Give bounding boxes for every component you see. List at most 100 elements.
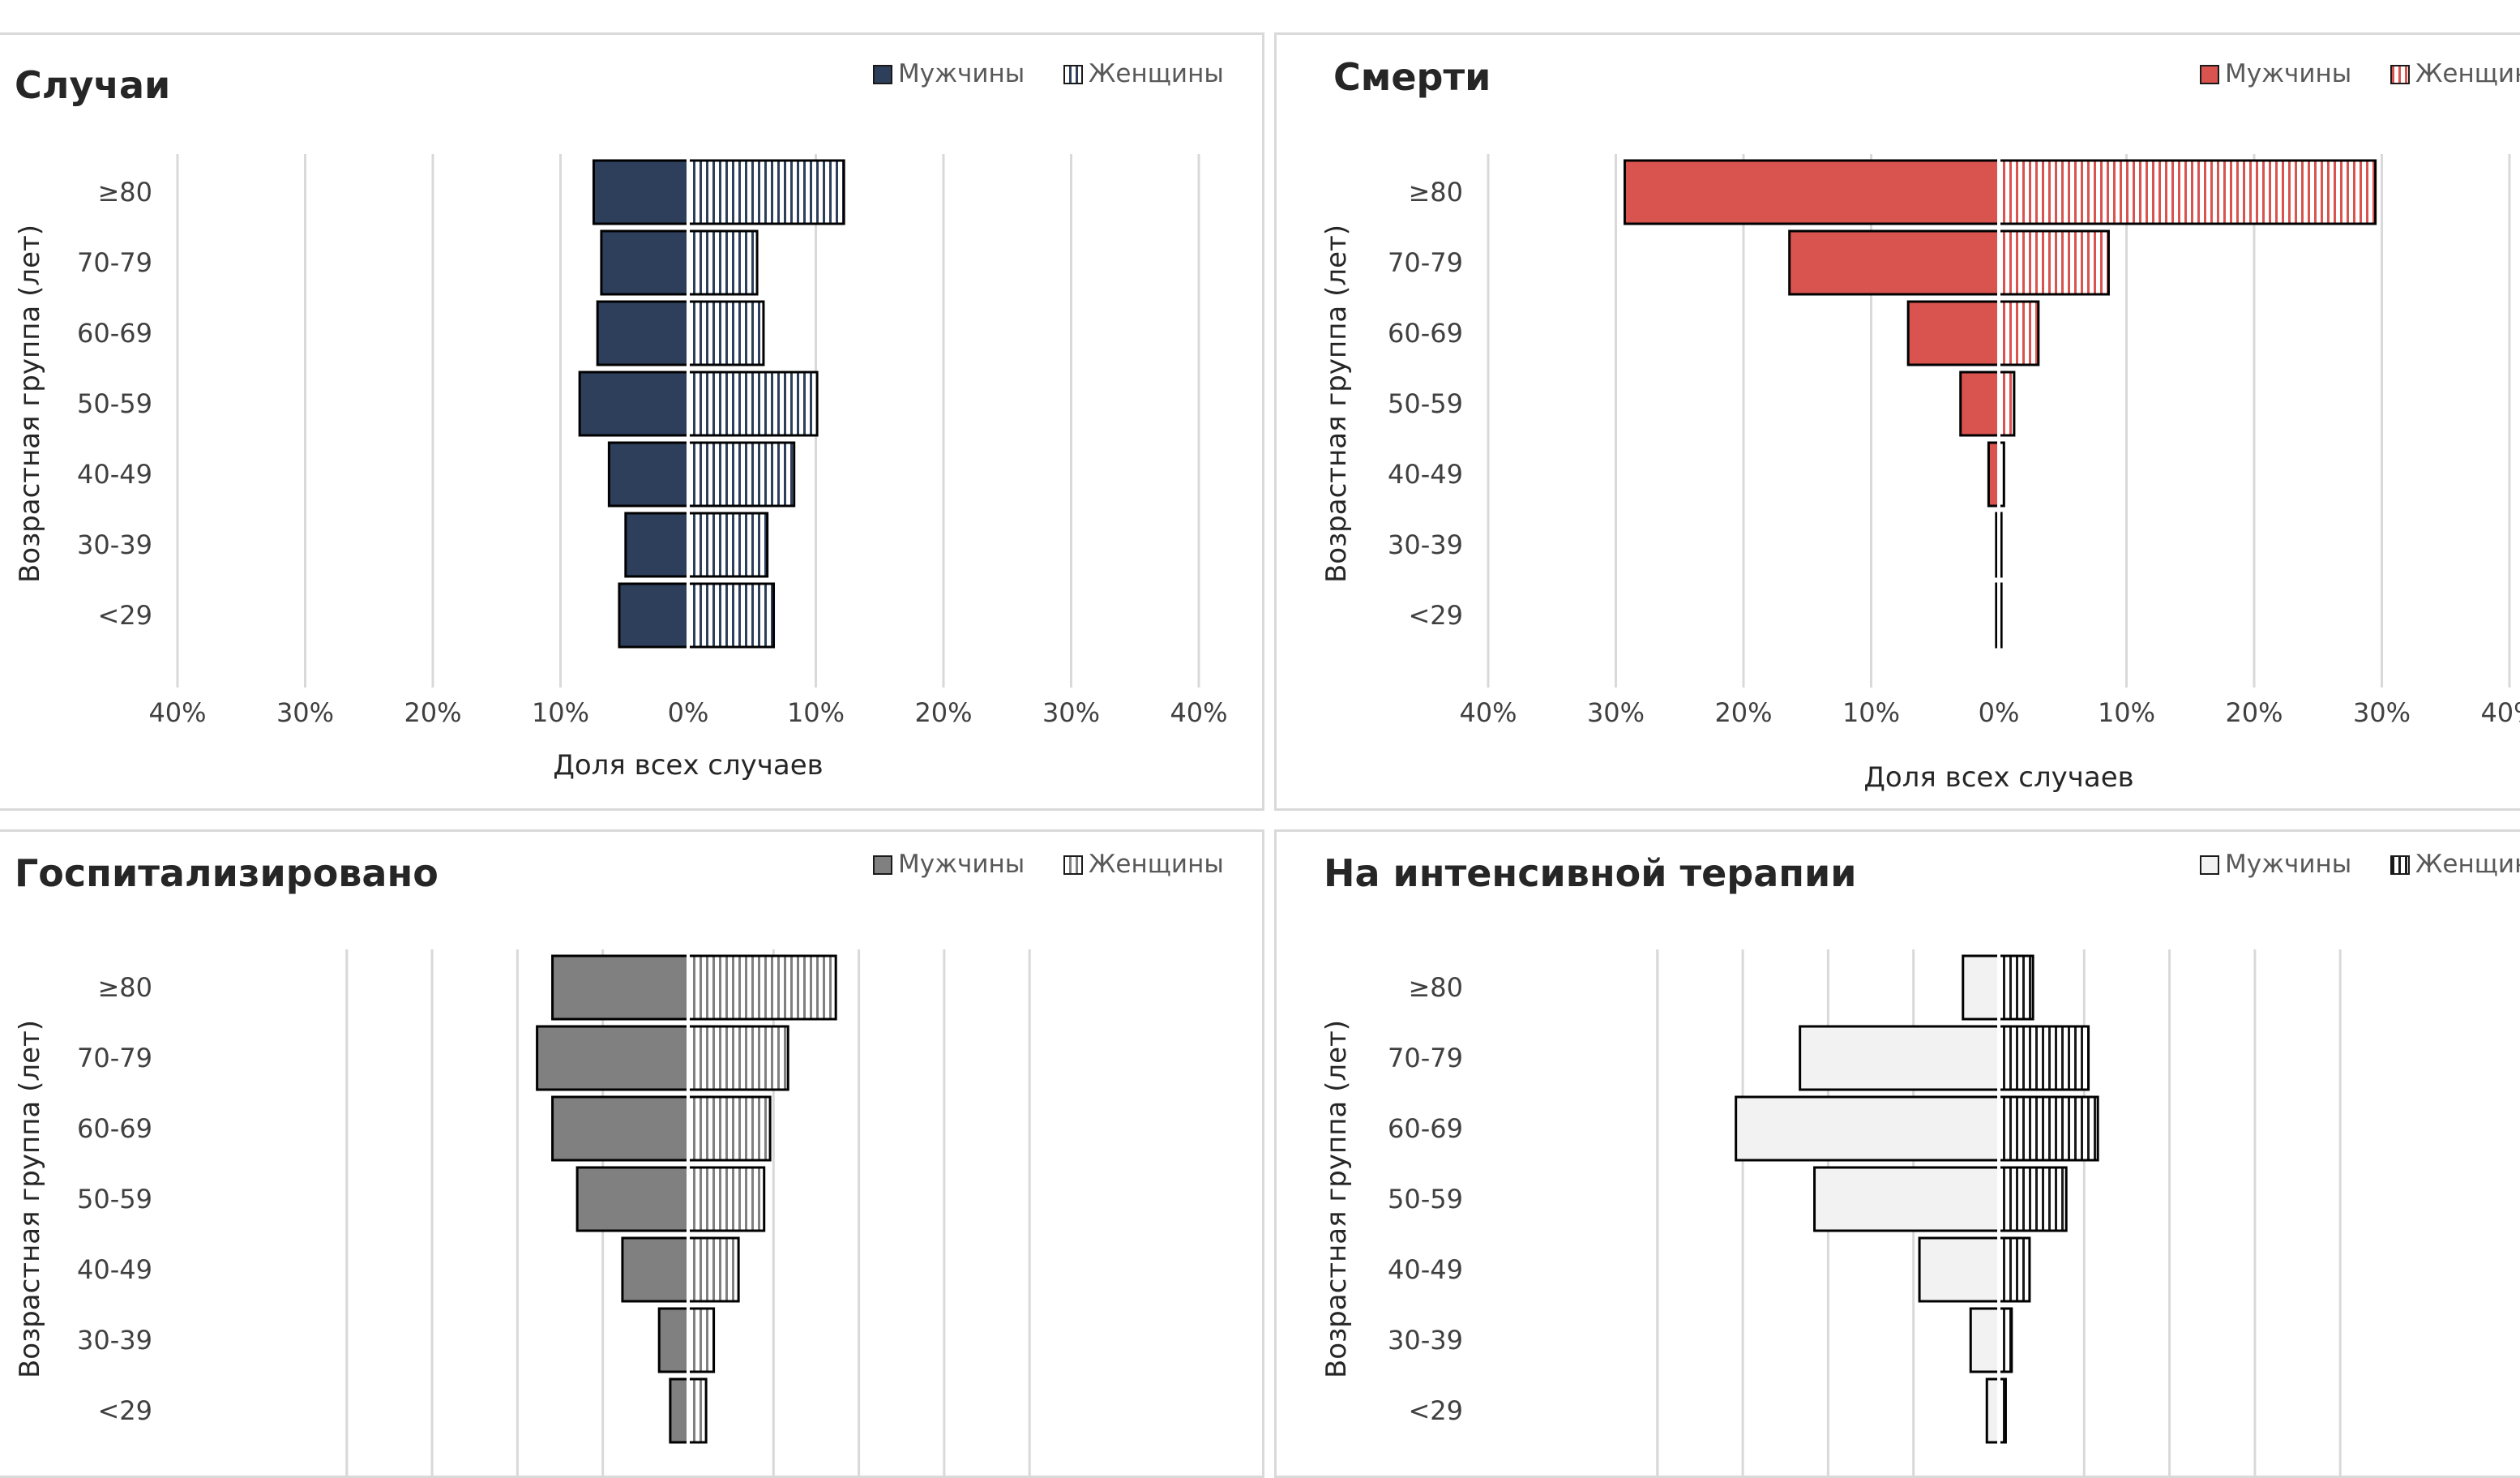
bar-male-4 <box>621 1236 690 1303</box>
chart-title: Смерти <box>1333 55 1491 99</box>
chart-icu: На интенсивной терапии Мужчины Женщины ≥80 7… <box>1320 850 2520 1476</box>
bar-female-1 <box>687 1025 789 1091</box>
category-label: 50-59 <box>1388 1184 1463 1215</box>
category-label: 70-79 <box>1388 247 1463 278</box>
bar-male-1 <box>1788 229 2000 296</box>
x-tick-label: 20% <box>1714 697 1772 728</box>
bar-male-3 <box>578 371 690 437</box>
legend-label-male: Мужчины <box>898 850 1025 879</box>
x-tick-label: 20% <box>404 697 461 728</box>
category-label: 60-69 <box>1388 318 1463 349</box>
category-label: 30-39 <box>77 529 152 560</box>
y-axis-label: Возрастная группа (лет) <box>1320 225 1353 583</box>
bar-male-2 <box>596 300 690 366</box>
x-tick-label: 40% <box>2480 697 2520 728</box>
legend: Мужчины Женщины <box>873 59 1224 88</box>
category-label: ≥80 <box>1408 177 1463 208</box>
legend-label-male: Мужчины <box>898 59 1025 88</box>
x-tick-label: 0% <box>1979 697 2020 728</box>
legend: Мужчины Женщины <box>2200 850 2520 879</box>
category-label: 40-49 <box>77 459 152 490</box>
category-label: 70-79 <box>77 1043 152 1073</box>
category-label: 30-39 <box>77 1325 152 1356</box>
legend-swatch-female <box>1063 65 1083 84</box>
chart-panel-deaths: Смерти Мужчины Женщины ≥80 70-79 60-69 50-59 40… <box>1274 32 2520 811</box>
legend-label-female: Женщины <box>2415 59 2520 88</box>
category-label: 50-59 <box>77 1184 152 1215</box>
bar-female-2 <box>687 300 765 366</box>
bar-female-1 <box>1997 1025 2090 1091</box>
bar-female-2 <box>1997 300 2040 366</box>
x-tick-label: 30% <box>1587 697 1645 728</box>
bar-male-1 <box>600 229 690 296</box>
bar-female-2 <box>687 1095 772 1162</box>
bar-male-4 <box>607 441 690 508</box>
category-label: <29 <box>1408 600 1463 631</box>
legend-swatch-male <box>873 855 892 875</box>
category-label: 30-39 <box>1388 529 1463 560</box>
category-label: ≥80 <box>97 177 152 208</box>
bar-female-5 <box>687 512 769 578</box>
chart-title: На интенсивной терапии <box>1324 851 1857 895</box>
bar-female-3 <box>1997 371 2016 437</box>
category-label: 40-49 <box>1388 459 1463 490</box>
chart-deaths: Смерти Мужчины Женщины ≥80 70-79 60-69 50-59 40… <box>1320 55 2520 794</box>
bar-male-6 <box>618 582 690 649</box>
bar-male-6 <box>669 1377 690 1444</box>
category-label: 60-69 <box>1388 1113 1463 1144</box>
legend-swatch-female <box>2390 855 2410 875</box>
legend-label-male: Мужчины <box>2225 59 2351 88</box>
bar-male-3 <box>575 1166 690 1232</box>
bar-female-1 <box>1997 229 2110 296</box>
x-tick-label: 0% <box>668 697 709 728</box>
x-tick-label: 10% <box>532 697 589 728</box>
bar-male-4 <box>1918 1236 2000 1303</box>
bar-female-4 <box>1997 1236 2031 1303</box>
chart-panel-icu: На интенсивной терапии Мужчины Женщины ≥80 7… <box>1274 829 2520 1478</box>
chart-title: Госпитализировано <box>15 851 439 895</box>
bar-male-6 <box>1985 1377 2000 1444</box>
legend-swatch-male <box>2200 855 2219 875</box>
bar-female-6 <box>687 1377 708 1444</box>
category-label: 50-59 <box>1388 388 1463 419</box>
category-label: ≥80 <box>1408 972 1463 1003</box>
category-label: <29 <box>97 1395 152 1426</box>
chart-title: Случаи <box>15 63 170 107</box>
category-label: <29 <box>97 600 152 631</box>
legend-swatch-female <box>1063 855 1083 875</box>
category-label: 40-49 <box>1388 1254 1463 1285</box>
bar-male-0 <box>1624 159 2000 225</box>
bar-male-3 <box>1813 1166 2000 1232</box>
legend-label-female: Женщины <box>1089 850 1224 879</box>
bar-female-0 <box>687 954 837 1021</box>
x-tick-label: 10% <box>1842 697 1900 728</box>
bar-male-2 <box>551 1095 690 1162</box>
category-label: 60-69 <box>77 318 152 349</box>
bar-male-5 <box>624 512 690 578</box>
bar-male-3 <box>1959 371 2000 437</box>
x-tick-label: 30% <box>1042 697 1100 728</box>
bar-male-1 <box>536 1025 690 1091</box>
bar-male-2 <box>1906 300 2000 366</box>
bar-female-0 <box>1997 159 2377 225</box>
legend-label-male: Мужчины <box>2225 850 2351 879</box>
bar-female-6 <box>687 582 776 649</box>
legend-swatch-female <box>2390 65 2410 84</box>
x-tick-label: 30% <box>276 697 334 728</box>
chart-cases: Случаи Мужчины Женщины ≥80 70-79 60-69 50-59 40… <box>14 59 1228 782</box>
chart-hospitalized: Госпитализировано Мужчины Женщины ≥80 70-79 6… <box>14 850 1224 1476</box>
bar-female-0 <box>1997 954 2034 1021</box>
bar-female-5 <box>1997 1307 2013 1373</box>
bar-female-2 <box>1997 1095 2099 1162</box>
x-tick-label: 40% <box>1170 697 1227 728</box>
chart-panel-hospitalized: Госпитализировано Мужчины Женщины ≥80 70-79 6… <box>0 829 1264 1478</box>
category-label: 70-79 <box>77 247 152 278</box>
x-axis-label: Доля всех случаев <box>553 749 823 782</box>
category-label: 40-49 <box>77 1254 152 1285</box>
x-tick-label: 20% <box>2225 697 2283 728</box>
x-axis-label: Доля всех случаев <box>1863 761 2133 794</box>
legend-label-female: Женщины <box>2415 850 2520 879</box>
y-axis-label: Возрастная группа (лет) <box>1320 1020 1353 1378</box>
category-label: 70-79 <box>1388 1043 1463 1073</box>
bar-female-3 <box>687 371 819 437</box>
